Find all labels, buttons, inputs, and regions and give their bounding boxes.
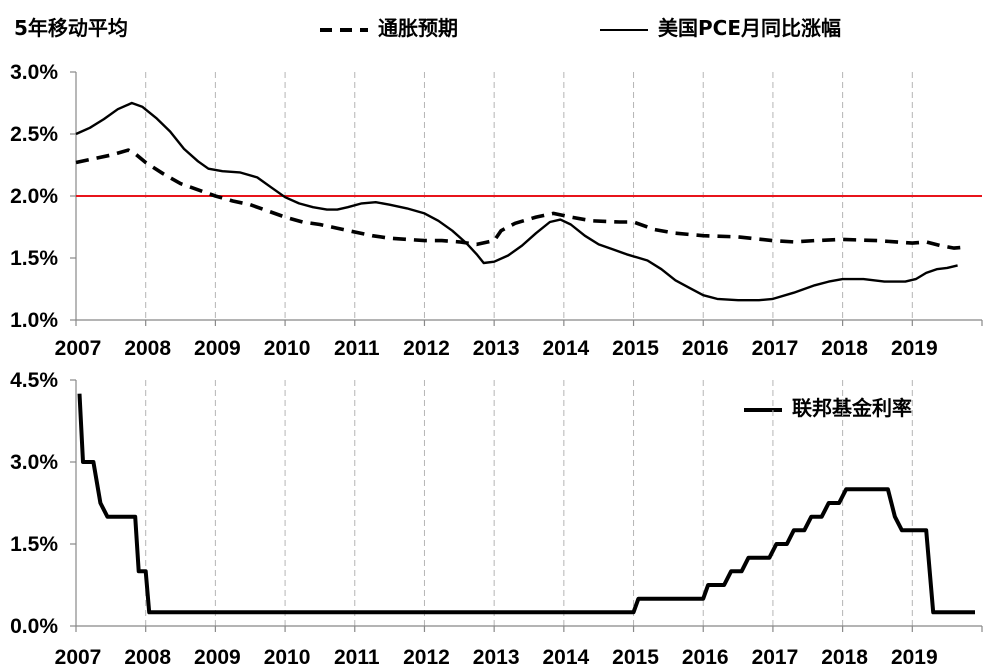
top-y-tick-label: 2.5% bbox=[10, 123, 58, 146]
top-series-line-0 bbox=[75, 148, 969, 250]
top-x-tick-label: 2011 bbox=[334, 337, 380, 360]
legend-label-inflation-expectation: 通胀预期 bbox=[378, 16, 458, 40]
bottom-x-tick-label: 2007 bbox=[55, 646, 102, 669]
bottom-x-tick-label: 2015 bbox=[612, 646, 659, 669]
top-y-tick-label: 1.0% bbox=[10, 309, 58, 332]
bottom-x-tick-label: 2019 bbox=[891, 646, 938, 669]
top-y-tick-label: 1.5% bbox=[10, 247, 58, 270]
bottom-y-tick-label: 1.5% bbox=[10, 533, 58, 556]
bottom-x-tick-label: 2009 bbox=[194, 646, 241, 669]
bottom-x-tick-label: 2011 bbox=[334, 646, 380, 669]
legend-label-pce: 美国PCE月同比涨幅 bbox=[658, 16, 841, 40]
legend-fed-funds: 联邦基金利率 bbox=[742, 392, 912, 421]
top-x-tick-label: 2015 bbox=[612, 337, 659, 360]
bottom-y-tick-label: 0.0% bbox=[10, 615, 58, 638]
legend-label-fed-funds: 联邦基金利率 bbox=[792, 396, 912, 420]
bottom-y-tick-label: 4.5% bbox=[10, 369, 58, 392]
bottom-x-tick-label: 2013 bbox=[473, 646, 520, 669]
bottom-x-tick-label: 2018 bbox=[821, 646, 868, 669]
legend-solid-line-swatch bbox=[600, 28, 648, 31]
top-x-tick-label: 2018 bbox=[821, 337, 868, 360]
legend-dashed-line-swatch bbox=[320, 27, 368, 32]
top-x-tick-label: 2017 bbox=[752, 337, 799, 360]
bottom-series-line-0 bbox=[77, 393, 975, 615]
top-x-tick-label: 2012 bbox=[403, 337, 450, 360]
bottom-x-tick-label: 2012 bbox=[403, 646, 450, 669]
top-x-tick-label: 2016 bbox=[682, 337, 729, 360]
top-x-tick-label: 2009 bbox=[194, 337, 241, 360]
legend-inflation-expectation: 通胀预期 bbox=[318, 12, 458, 41]
legend-pce: 美国PCE月同比涨幅 bbox=[598, 12, 841, 41]
top-y-tick-label: 2.0% bbox=[10, 185, 58, 208]
top-y-tick-label: 3.0% bbox=[10, 61, 58, 84]
legend-thick-line-swatch bbox=[744, 407, 782, 412]
bottom-x-tick-label: 2010 bbox=[264, 646, 311, 669]
top-x-tick-label: 2019 bbox=[891, 337, 938, 360]
top-series-line-1 bbox=[75, 101, 958, 302]
bottom-x-tick-label: 2017 bbox=[752, 646, 799, 669]
top-x-tick-label: 2014 bbox=[542, 337, 589, 360]
top-x-tick-label: 2008 bbox=[124, 337, 171, 360]
top-x-tick-label: 2013 bbox=[473, 337, 520, 360]
bottom-x-tick-label: 2014 bbox=[542, 646, 589, 669]
top-chart-y-title: 5年移动平均 bbox=[14, 16, 128, 40]
bottom-x-tick-label: 2008 bbox=[124, 646, 171, 669]
top-x-tick-label: 2010 bbox=[264, 337, 311, 360]
top-x-tick-label: 2007 bbox=[55, 337, 102, 360]
bottom-y-tick-label: 3.0% bbox=[10, 451, 58, 474]
bottom-x-tick-label: 2016 bbox=[682, 646, 729, 669]
